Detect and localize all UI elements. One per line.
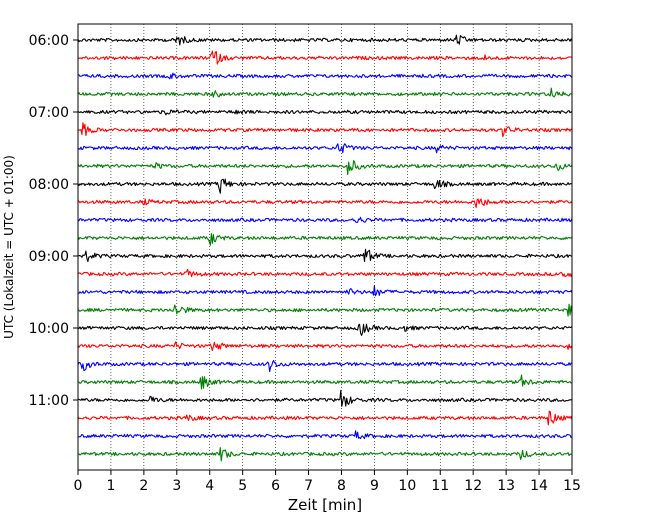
x-tick-label: 15 bbox=[563, 478, 581, 494]
trace-line bbox=[77, 143, 573, 154]
trace-line bbox=[77, 285, 573, 297]
x-tick-label: 10 bbox=[398, 478, 416, 494]
trace-line bbox=[77, 160, 573, 176]
trace-line bbox=[77, 303, 573, 317]
x-tick-label: 9 bbox=[370, 478, 379, 494]
y-tick-label: 10:00 bbox=[29, 321, 69, 337]
plot-frame bbox=[77, 23, 573, 471]
trace-line bbox=[77, 447, 573, 462]
x-axis-label: Zeit [min] bbox=[288, 496, 362, 514]
trace-line bbox=[77, 268, 573, 278]
x-tick-label: 14 bbox=[530, 478, 548, 494]
x-tick-label: 11 bbox=[431, 478, 449, 494]
x-axis-ticks: 0 1 2 3 4 5 6 7 8 9 10 11 12 13 14 15 bbox=[74, 470, 581, 494]
x-tick-label: 7 bbox=[304, 478, 313, 494]
x-tick-label: 6 bbox=[271, 478, 280, 494]
trace-line bbox=[77, 323, 573, 336]
trace-line bbox=[77, 109, 573, 116]
x-tick-label: 5 bbox=[238, 478, 247, 494]
trace-line bbox=[77, 430, 573, 440]
trace-line bbox=[77, 341, 573, 351]
trace-line bbox=[77, 216, 573, 223]
trace-line bbox=[77, 232, 573, 246]
trace-line bbox=[77, 410, 573, 426]
trace-line bbox=[77, 72, 573, 80]
x-tick-label: 0 bbox=[74, 478, 83, 494]
y-tick-label: 08:00 bbox=[29, 177, 69, 193]
x-tick-label: 8 bbox=[337, 478, 346, 494]
y-tick-label: 07:00 bbox=[29, 105, 69, 121]
trace-line bbox=[77, 34, 573, 46]
x-tick-label: 2 bbox=[139, 478, 148, 494]
trace-line bbox=[77, 50, 573, 65]
trace-line bbox=[77, 389, 573, 407]
y-tick-label: 09:00 bbox=[29, 249, 69, 265]
y-axis-ticks: 06:00 07:00 08:00 09:00 10:00 11:00 bbox=[29, 33, 78, 409]
x-tick-label: 12 bbox=[464, 478, 482, 494]
trace-line bbox=[77, 87, 573, 98]
y-tick-label: 06:00 bbox=[29, 33, 69, 49]
trace-line bbox=[77, 374, 573, 390]
x-tick-label: 4 bbox=[205, 478, 214, 494]
trace-line bbox=[77, 359, 573, 373]
x-tick-label: 1 bbox=[106, 478, 115, 494]
traces bbox=[77, 34, 573, 462]
x-tick-label: 13 bbox=[497, 478, 515, 494]
trace-line bbox=[77, 248, 573, 263]
trace-line bbox=[77, 198, 573, 208]
x-gridlines bbox=[77, 24, 573, 470]
trace-line bbox=[77, 122, 573, 138]
y-tick-label: 11:00 bbox=[29, 393, 69, 409]
trace-line bbox=[77, 178, 573, 194]
y-axis-label: UTC (Lokalzeit = UTC + 01:00) bbox=[2, 155, 16, 339]
x-tick-label: 3 bbox=[172, 478, 181, 494]
